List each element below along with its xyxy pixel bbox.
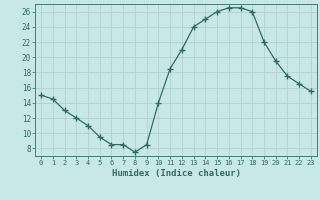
X-axis label: Humidex (Indice chaleur): Humidex (Indice chaleur) xyxy=(111,169,241,178)
